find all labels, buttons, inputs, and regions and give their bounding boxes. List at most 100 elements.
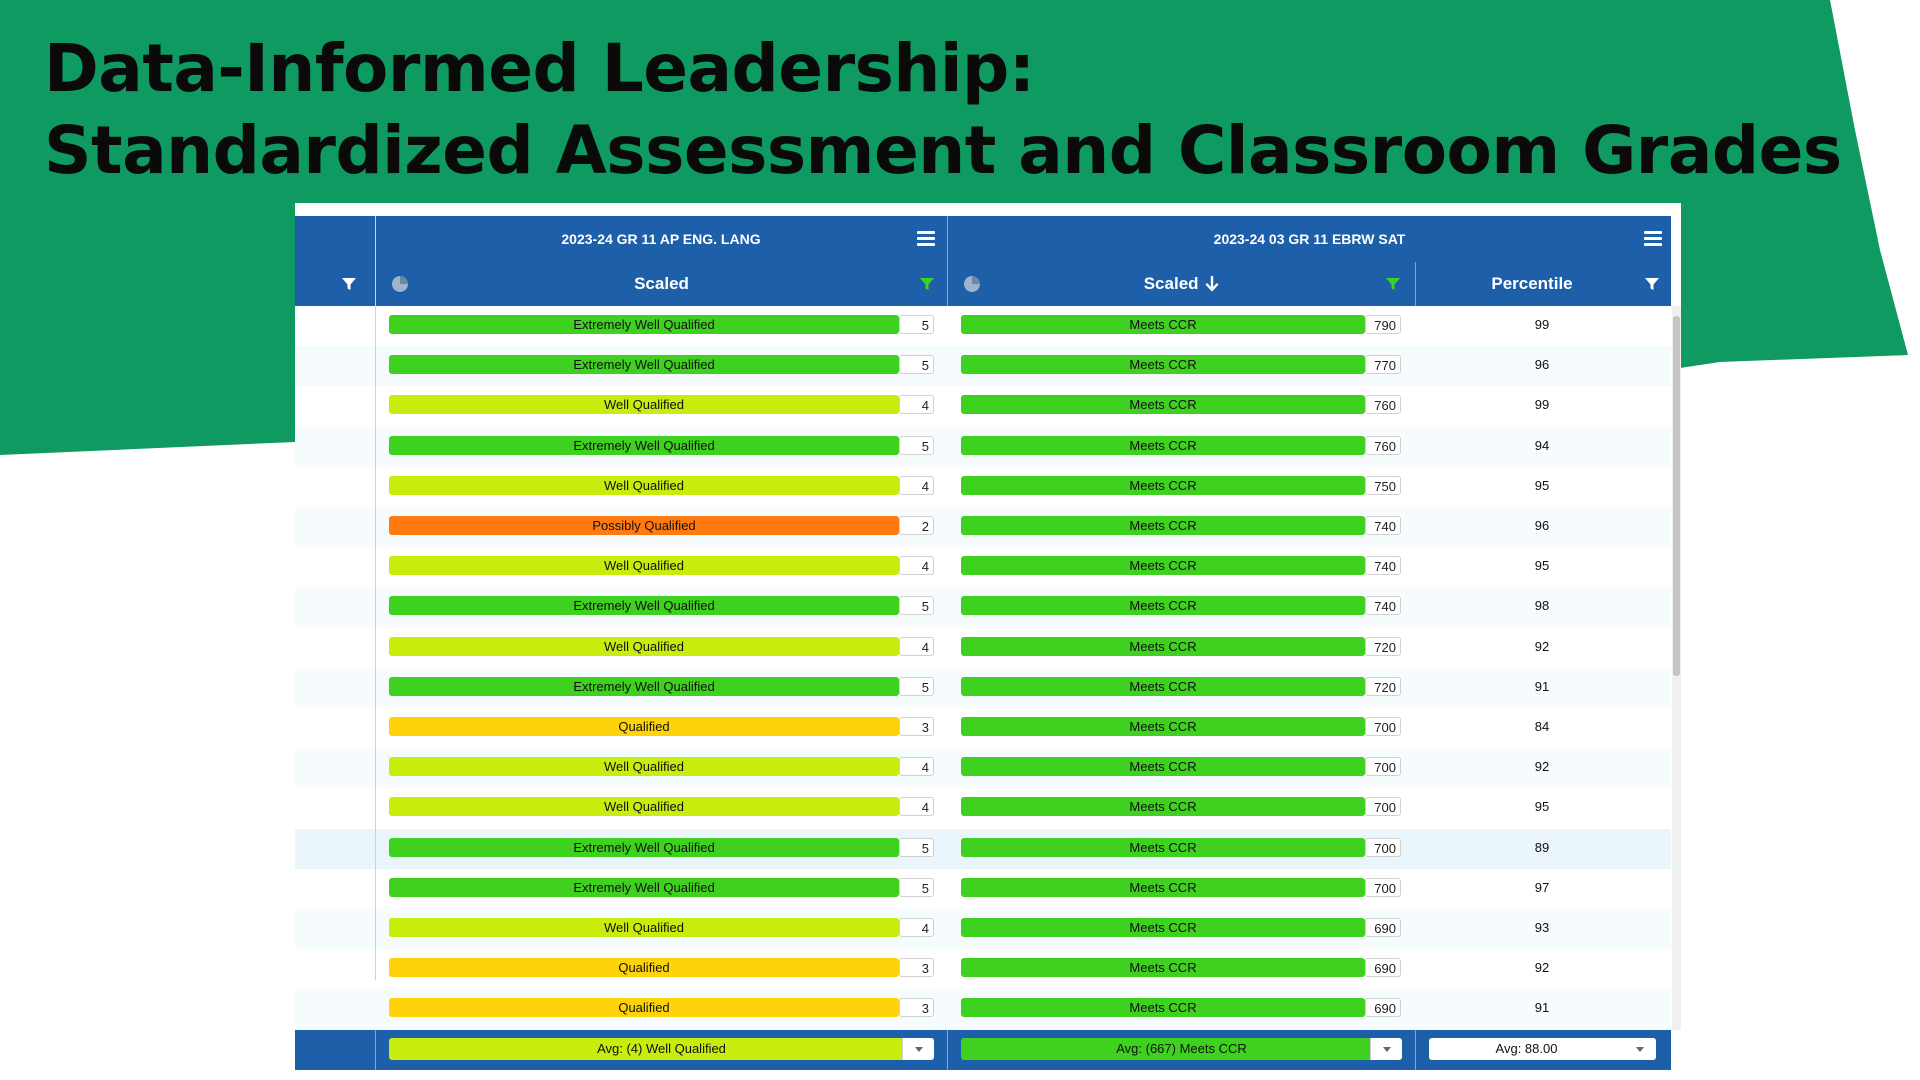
percentile-value: 92 [1534,759,1550,775]
percentile-value: 95 [1534,477,1550,493]
sat-score-value: 740 [1365,596,1401,616]
sat-performance-level-bar: Meets CCR [961,797,1365,817]
filter-active-icon[interactable] [919,276,935,292]
percentile-value: 96 [1534,357,1550,373]
sat-performance-level-bar: Meets CCR [961,435,1365,455]
slide-title-line-2: Standardized Assessment and Classroom Gr… [44,112,1842,189]
sort-descending-arrow-icon [1206,275,1219,292]
sat-score-value: 720 [1365,636,1401,656]
column-header-ap-scaled[interactable]: Scaled [634,274,689,293]
sat-performance-level-bar: Meets CCR [961,958,1365,978]
percentile-value: 98 [1534,598,1550,614]
table-row[interactable]: Possibly Qualified 2 Meets CCR 740 96 [295,507,1671,548]
ap-performance-level-bar: Well Qualified [389,556,899,576]
sat-score-value: 760 [1365,435,1401,455]
table-row[interactable]: Well Qualified 4 Meets CCR 720 92 [295,628,1671,668]
column-header-sat-scaled[interactable]: Scaled [948,262,1415,306]
sat-performance-level-bar: Meets CCR [961,918,1365,937]
ap-score-value: 4 [899,395,934,415]
sat-performance-level-bar: Meets CCR [961,315,1365,334]
ap-score-value: 3 [899,998,934,1018]
ap-score-value: 3 [899,717,934,736]
filter-icon[interactable] [341,276,357,292]
ap-performance-level-bar: Extremely Well Qualified [389,676,899,696]
slide-title: Data-Informed Leadership: Standardized A… [44,28,1842,192]
percentile-average-value: Avg: 88.00 [1495,1041,1558,1056]
table-row[interactable]: Well Qualified 4 Meets CCR 700 92 [295,748,1671,789]
ap-performance-level-bar: Extremely Well Qualified [389,596,899,616]
sat-performance-level-bar: Meets CCR [961,395,1365,415]
ap-average-dropdown[interactable]: Avg: (4) Well Qualified [389,1038,934,1060]
sat-score-value: 770 [1365,355,1401,375]
sat-score-value: 720 [1365,676,1401,696]
column-header-percentile[interactable]: Percentile [1491,274,1573,293]
sat-performance-level-bar: Meets CCR [961,837,1365,857]
ap-score-value: 5 [899,435,934,455]
vertical-scrollbar-thumb[interactable] [1673,316,1680,676]
ap-performance-level-bar: Extremely Well Qualified [389,435,899,455]
sat-performance-level-bar: Meets CCR [961,355,1365,375]
sat-performance-level-bar: Meets CCR [961,877,1365,897]
chevron-down-icon[interactable] [902,1038,934,1060]
group-title-ebrw-sat: 2023-24 03 GR 11 EBRW SAT [1213,231,1406,247]
ap-performance-level-bar: Extremely Well Qualified [389,355,899,375]
chevron-down-icon[interactable] [1370,1038,1402,1060]
ap-score-value: 5 [899,315,934,334]
table-row[interactable]: Extremely Well Qualified 5 Meets CCR 740 98 [295,587,1671,628]
ap-score-value: 5 [899,837,934,857]
filter-active-icon[interactable] [1385,276,1401,292]
ap-score-value: 5 [899,596,934,616]
ap-score-value: 4 [899,918,934,937]
percentile-average-dropdown[interactable]: Avg: 88.00 [1429,1038,1656,1060]
pie-chart-icon[interactable] [391,275,409,293]
table-row[interactable]: Extremely Well Qualified 5 Meets CCR 760 94 [295,426,1671,467]
sat-performance-level-bar: Meets CCR [961,717,1365,736]
ap-score-value: 4 [899,475,934,495]
table-row[interactable]: Qualified 3 Meets CCR 700 84 [295,708,1671,748]
table-row[interactable]: Well Qualified 4 Meets CCR 690 93 [295,909,1671,950]
aggregate-footer-row: Avg: (4) Well Qualified Avg: (667) Meets… [295,1030,1671,1070]
table-row[interactable]: Qualified 3 Meets CCR 690 92 [295,949,1671,989]
sat-score-value: 690 [1365,958,1401,978]
sat-performance-level-bar: Meets CCR [961,475,1365,495]
table-row[interactable]: Extremely Well Qualified 5 Meets CCR 790 99 [295,306,1671,346]
hamburger-menu-icon[interactable] [917,231,935,246]
table-row[interactable]: Well Qualified 4 Meets CCR 750 95 [295,467,1671,507]
table-row[interactable]: Extremely Well Qualified 5 Meets CCR 700 89 [295,828,1671,869]
sat-score-value: 700 [1365,837,1401,857]
table-row[interactable]: Well Qualified 4 Meets CCR 700 95 [295,788,1671,828]
ap-performance-level-bar: Qualified [389,998,899,1018]
table-row[interactable]: Extremely Well Qualified 5 Meets CCR 770 96 [295,346,1671,387]
percentile-value: 99 [1534,397,1550,413]
table-row[interactable]: Extremely Well Qualified 5 Meets CCR 720 91 [295,667,1671,708]
percentile-value: 95 [1534,799,1550,815]
table-row[interactable]: Well Qualified 4 Meets CCR 740 95 [295,547,1671,587]
ap-average-value: Avg: (4) Well Qualified [597,1041,726,1056]
slide-title-line-1: Data-Informed Leadership: [44,30,1035,107]
sat-score-value: 700 [1365,797,1401,817]
ap-score-value: 5 [899,355,934,375]
percentile-value: 94 [1534,437,1550,453]
pie-chart-icon[interactable] [963,275,981,293]
table-row[interactable]: Qualified 3 Meets CCR 690 91 [295,989,1671,1030]
ap-performance-level-bar: Well Qualified [389,475,899,495]
sat-average-dropdown[interactable]: Avg: (667) Meets CCR [961,1038,1402,1060]
table-row[interactable]: Extremely Well Qualified 5 Meets CCR 700 97 [295,869,1671,909]
sat-performance-level-bar: Meets CCR [961,596,1365,616]
column-header-sat-scaled-label: Scaled [1143,274,1199,293]
ap-score-value: 5 [899,877,934,897]
percentile-value: 95 [1534,558,1550,574]
percentile-value: 92 [1534,960,1550,976]
filter-icon[interactable] [1644,276,1660,292]
chevron-down-icon[interactable] [1624,1038,1656,1060]
ap-performance-level-bar: Qualified [389,958,899,978]
sat-score-value: 740 [1365,556,1401,576]
ap-score-value: 4 [899,797,934,817]
hamburger-menu-icon[interactable] [1644,231,1662,246]
ap-score-value: 2 [899,516,934,535]
sat-average-value: Avg: (667) Meets CCR [1116,1041,1247,1056]
ap-performance-level-bar: Well Qualified [389,636,899,656]
table-row[interactable]: Well Qualified 4 Meets CCR 760 99 [295,386,1671,426]
percentile-value: 92 [1534,638,1550,654]
